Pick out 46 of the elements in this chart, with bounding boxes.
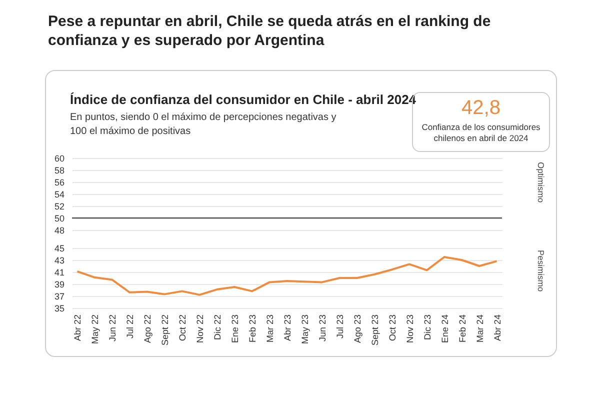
text: Confianza de los consumidores chilenos en abril de 2024: [420, 122, 542, 144]
x-tick-label: May 22: [90, 314, 100, 344]
x-tick-label: Feb 24: [457, 314, 468, 343]
x-tick-label: Feb 23: [248, 314, 258, 343]
y-tick-label: 35: [54, 304, 64, 314]
y-tick-label: 60: [54, 154, 64, 164]
text: Optimismo: [536, 162, 546, 203]
y-tick-label: 56: [54, 178, 64, 188]
text: 42,8: [462, 97, 500, 119]
x-tick-label: Abr 22: [72, 314, 83, 342]
x-tick-label: Ene 23: [230, 314, 240, 344]
x-tick-label: Oct 23: [387, 314, 398, 342]
x-tick-label: Dic 22: [212, 314, 223, 340]
line-series: [76, 256, 498, 296]
y-tick-label: 37: [54, 292, 64, 302]
x-tick-label: Mar 23: [265, 314, 276, 343]
y-tick-label: 54: [54, 190, 64, 200]
y-tick-label: 48: [54, 226, 64, 236]
x-tick-label: Mar 24: [474, 314, 485, 343]
y-tick-label: 45: [54, 244, 64, 254]
x-tick-label: Abr 24: [492, 314, 502, 342]
x-tick-label: Ago 23: [352, 314, 362, 344]
x-tick-label: Sept 22: [160, 314, 170, 346]
text: Pesimismo: [536, 250, 546, 292]
y-tick-label: 39: [54, 280, 64, 290]
y-tick-label: 50: [54, 214, 64, 224]
x-tick-label: Abr 23: [282, 314, 292, 342]
y-tick-label: 58: [54, 166, 64, 176]
x-tick-label: Dic 23: [422, 314, 432, 340]
x-tick-label: May 23: [300, 314, 310, 344]
x-tick-label: Ago 22: [142, 314, 153, 344]
x-tick-label: Sept 23: [370, 314, 380, 346]
y-tick-label: 43: [54, 256, 64, 266]
x-tick-label: Oct 22: [178, 314, 188, 342]
x-tick-label: Nov 22: [195, 314, 206, 344]
x-tick-label: Jun 23: [317, 314, 328, 342]
x-tick-label: Jun 22: [108, 314, 118, 342]
x-tick-label: Nov 23: [404, 314, 415, 344]
chart-subtitle: Índice de confianza del consumidor en Chile - abril 2024: [70, 92, 416, 107]
chart-title: Pese a repuntar en abril, Chile se queda atrás en el ranking de confianza y es superado por Argentina: [48, 12, 492, 50]
y-tick-label: 52: [54, 202, 64, 212]
x-tick-label: Jul 22: [125, 314, 136, 339]
text: En puntos, siendo 0 el máximo de percepciones negativas y 100 el máximo de positivas: [70, 111, 338, 139]
y-tick-label: 41: [54, 268, 64, 278]
x-tick-label: Jul 23: [334, 314, 345, 339]
x-tick-label: Ene 24: [440, 314, 450, 344]
